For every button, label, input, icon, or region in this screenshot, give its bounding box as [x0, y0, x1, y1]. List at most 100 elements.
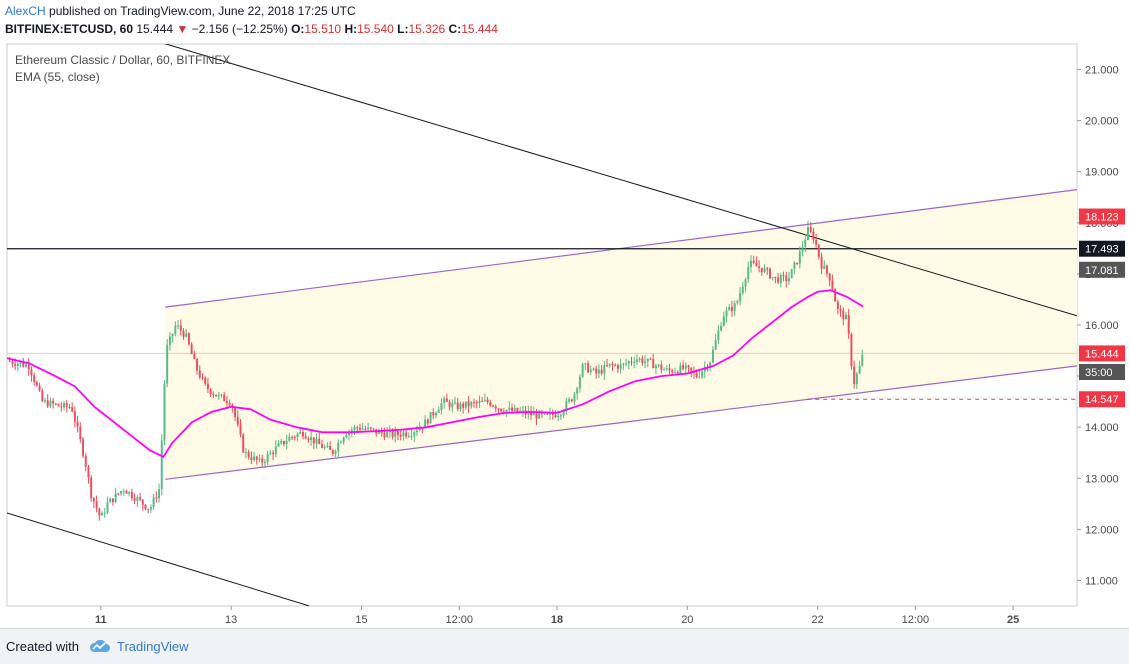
- price-label-box: [1079, 364, 1125, 381]
- candle: [812, 231, 815, 240]
- candle: [459, 403, 462, 410]
- candle: [236, 417, 239, 425]
- candle: [380, 430, 383, 433]
- y-tick-label: 19.000: [1085, 167, 1119, 179]
- candle: [475, 402, 478, 404]
- candle: [684, 365, 687, 369]
- candle: [101, 513, 104, 516]
- candle: [771, 276, 774, 279]
- candle: [768, 268, 771, 279]
- candle: [576, 388, 579, 394]
- last-price: 15.444: [136, 22, 174, 36]
- candle: [546, 413, 549, 415]
- candle: [8, 360, 11, 362]
- candle: [842, 310, 845, 320]
- candle: [307, 438, 310, 440]
- candle: [660, 364, 663, 370]
- candle: [33, 375, 36, 383]
- candle: [793, 262, 796, 270]
- candle: [728, 306, 731, 311]
- trendline-2: [7, 512, 310, 606]
- symbol-label: BITFINEX:ETCUSD, 60: [5, 22, 134, 36]
- candle: [679, 365, 682, 374]
- candle: [652, 359, 655, 369]
- candle: [695, 372, 698, 378]
- candle: [747, 266, 750, 280]
- candle: [847, 314, 850, 335]
- candle: [277, 443, 280, 447]
- candle: [855, 373, 858, 384]
- candle: [30, 369, 33, 376]
- candle: [858, 365, 861, 374]
- candle: [505, 409, 508, 413]
- symbol-line: BITFINEX:ETCUSD, 60 15.444 ▼ −2.156 (−12…: [5, 22, 498, 36]
- y-tick-label: 16.000: [1085, 320, 1119, 332]
- candle: [581, 364, 584, 377]
- candle: [416, 430, 418, 433]
- candle: [158, 489, 161, 499]
- candle: [38, 385, 41, 391]
- candle: [223, 394, 226, 402]
- candle: [16, 363, 19, 367]
- candle: [790, 269, 793, 279]
- candle: [638, 358, 641, 360]
- candle: [410, 435, 413, 437]
- candle: [513, 408, 516, 411]
- candle: [720, 325, 723, 331]
- candle: [627, 361, 630, 364]
- candle: [608, 363, 611, 366]
- candle: [217, 394, 220, 397]
- candle: [361, 428, 364, 430]
- candle: [559, 415, 562, 417]
- candle: [850, 334, 853, 367]
- open-label: O:: [291, 22, 305, 36]
- x-tick-label: 18: [551, 614, 563, 626]
- candle: [749, 260, 752, 267]
- candle: [14, 364, 17, 367]
- candle: [204, 377, 207, 384]
- candle: [497, 408, 500, 410]
- candle: [809, 227, 812, 232]
- candle: [690, 367, 693, 372]
- x-tick-label: 11: [95, 614, 107, 626]
- candle: [606, 365, 609, 367]
- candle: [543, 413, 546, 415]
- candle: [570, 399, 573, 402]
- price-chart[interactable]: 11.00012.00013.00014.00015.00016.00017.0…: [0, 0, 1129, 628]
- candle: [391, 430, 394, 437]
- candle: [717, 330, 720, 341]
- candle: [429, 412, 432, 424]
- candle: [92, 497, 95, 502]
- tradingview-brand-link[interactable]: TradingView: [117, 639, 189, 654]
- candle: [785, 275, 788, 282]
- candle: [253, 456, 256, 461]
- candle: [654, 365, 657, 369]
- candle: [212, 394, 215, 396]
- price-label: 18.123: [1085, 212, 1119, 224]
- author-link[interactable]: AlexCH: [5, 4, 46, 18]
- candle: [733, 303, 736, 312]
- published-text: published on TradingView.com, June 22, 2…: [49, 4, 356, 18]
- candle: [397, 431, 399, 435]
- candle: [405, 432, 408, 437]
- candle: [483, 399, 486, 402]
- price-label: 35:00: [1085, 367, 1113, 379]
- channel-fill: [165, 189, 1077, 480]
- candle: [657, 364, 660, 366]
- candle: [372, 428, 375, 430]
- candle: [595, 368, 598, 374]
- candle: [65, 403, 68, 407]
- candle: [95, 501, 98, 509]
- candle: [711, 349, 714, 363]
- candle: [125, 490, 128, 494]
- candle: [831, 280, 834, 290]
- price-label-box: [1079, 240, 1125, 257]
- candle: [611, 363, 614, 366]
- candle: [147, 509, 150, 511]
- candle: [508, 407, 511, 410]
- candle: [269, 452, 272, 455]
- candle: [120, 491, 123, 494]
- candle: [133, 498, 136, 502]
- candle: [568, 399, 571, 402]
- candle: [736, 301, 739, 304]
